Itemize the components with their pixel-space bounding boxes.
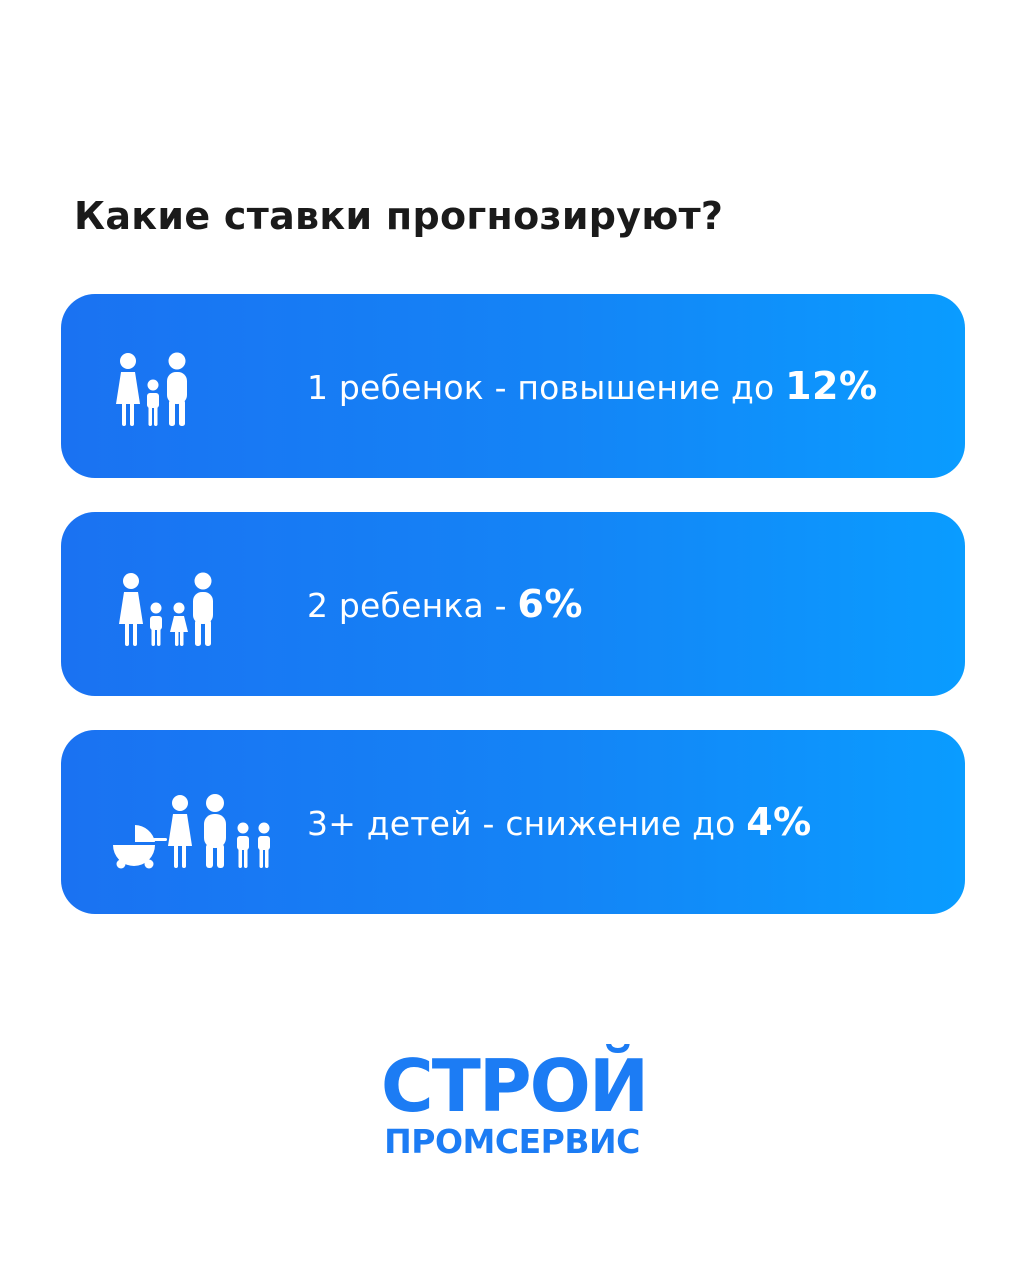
rate-value: 6% xyxy=(517,582,583,626)
large-family-with-stroller-icon xyxy=(113,794,270,869)
rate-description: 3+ детей - снижение до xyxy=(307,804,747,843)
rate-card-three-plus-children: 3+ детей - снижение до 4% xyxy=(61,730,965,914)
rate-value: 4% xyxy=(746,800,812,844)
rate-card-text: 1 ребенок - повышение до 12% xyxy=(307,294,878,478)
brand-logo-line2: ПРОМСЕРВИС xyxy=(384,1122,640,1161)
rate-card-text: 3+ детей - снижение до 4% xyxy=(307,730,812,914)
brand-logo-line1: СТРОЙ xyxy=(380,1044,649,1128)
rate-description: 1 ребенок - повышение до xyxy=(307,368,786,407)
page-heading: Какие ставки прогнозируют? xyxy=(74,194,724,238)
rate-card-two-children: 2 ребенка - 6% xyxy=(61,512,965,696)
family-two-children-icon xyxy=(119,572,213,646)
rate-card-one-child: 1 ребенок - повышение до 12% xyxy=(61,294,965,478)
rate-card-text: 2 ребенка - 6% xyxy=(307,512,583,696)
rate-value: 12% xyxy=(785,364,878,408)
family-one-child-icon xyxy=(116,352,187,426)
rate-description: 2 ребенка - xyxy=(307,586,518,625)
